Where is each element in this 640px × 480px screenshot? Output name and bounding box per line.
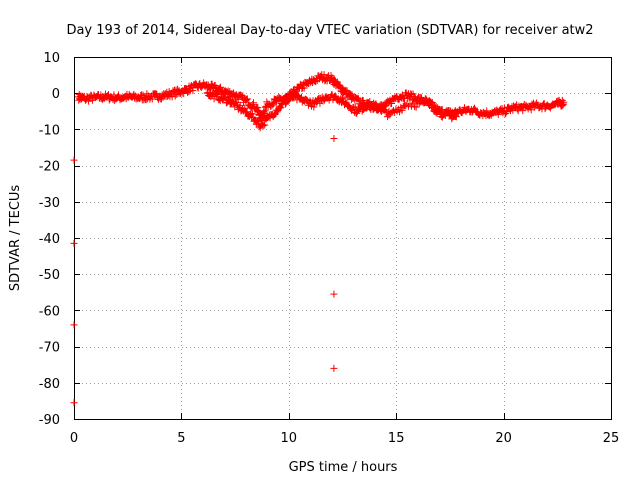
x-tick-label: 10 — [281, 431, 298, 446]
grid-lines — [74, 57, 611, 419]
data-point — [398, 106, 406, 114]
outlier-point — [70, 156, 78, 164]
data-point — [560, 98, 568, 106]
data-point — [217, 83, 225, 91]
data-point — [213, 90, 221, 98]
data-point — [276, 104, 284, 112]
y-tick-label: -60 — [39, 304, 60, 319]
x-axis-label: GPS time / hours — [289, 460, 398, 475]
data-point — [266, 114, 274, 122]
data-point — [296, 80, 304, 88]
data-points — [70, 71, 568, 407]
data-point — [502, 109, 510, 117]
y-tick-label: -10 — [39, 123, 60, 138]
data-point — [258, 120, 266, 128]
data-point — [350, 104, 358, 112]
data-point — [232, 98, 240, 106]
data-point — [269, 101, 277, 109]
data-point — [320, 71, 328, 79]
data-point — [85, 97, 93, 105]
data-point — [331, 92, 339, 100]
y-tick-label: -40 — [39, 232, 60, 247]
x-tick-label: 15 — [388, 431, 405, 446]
data-point — [359, 97, 367, 105]
data-point — [312, 78, 320, 86]
y-tick-label: -80 — [39, 377, 60, 392]
data-point — [302, 96, 310, 104]
data-point — [220, 93, 228, 101]
x-tick-label: 25 — [603, 431, 620, 446]
data-point — [411, 103, 419, 111]
data-point — [242, 96, 250, 104]
data-point — [435, 107, 443, 115]
data-point — [184, 88, 192, 96]
data-point — [300, 84, 308, 92]
y-tick-label: -70 — [39, 341, 60, 356]
y-axis-label: SDTVAR / TECUs — [8, 185, 23, 292]
data-point — [189, 87, 197, 95]
data-point — [388, 100, 396, 108]
data-point — [324, 73, 332, 81]
x-tick-label: 20 — [495, 431, 512, 446]
data-point — [168, 93, 176, 101]
outlier-point — [330, 134, 338, 142]
data-point — [494, 111, 502, 119]
y-tick-label: 10 — [43, 51, 60, 66]
data-point — [249, 100, 257, 108]
data-point — [241, 104, 249, 112]
data-point — [428, 103, 436, 111]
data-point — [291, 90, 299, 98]
y-tick-label: -50 — [39, 268, 60, 283]
data-point — [171, 92, 179, 100]
x-tick-label: 0 — [70, 431, 78, 446]
data-point — [273, 97, 281, 105]
data-point — [254, 117, 262, 125]
data-point — [338, 94, 346, 102]
data-point — [273, 108, 281, 116]
data-point — [522, 101, 530, 109]
data-point — [412, 103, 420, 111]
data-point — [243, 95, 251, 103]
y-tick-label: -20 — [39, 160, 60, 175]
data-point — [180, 90, 188, 98]
outlier-point — [70, 321, 78, 329]
data-point — [355, 95, 363, 103]
data-point — [470, 104, 478, 112]
outlier-point — [70, 399, 78, 407]
data-point — [157, 95, 165, 103]
data-point — [314, 96, 322, 104]
axis-ticks: -90 -80 -70 -60 -50 -40 -30 -20 -10 0 10 0 5 10 15 20 25 — [39, 51, 620, 446]
chart-title: Day 193 of 2014, Sidereal Day-to-day VTE… — [66, 23, 593, 38]
data-point — [142, 96, 150, 104]
data-point — [270, 111, 278, 119]
data-point — [310, 103, 318, 111]
data-point — [243, 95, 251, 103]
data-point — [358, 107, 366, 115]
data-point — [371, 101, 379, 109]
data-point — [452, 113, 460, 121]
data-point — [427, 99, 435, 107]
data-point — [250, 99, 258, 107]
data-point — [277, 103, 285, 111]
y-tick-label: -90 — [39, 413, 60, 428]
data-point — [259, 122, 267, 130]
outlier-point — [330, 364, 338, 372]
data-point — [261, 121, 269, 129]
data-point — [148, 95, 156, 103]
data-point — [248, 110, 256, 118]
data-point — [210, 95, 218, 103]
y-tick-label: 0 — [52, 87, 60, 102]
outlier-point — [70, 239, 78, 247]
y-tick-label: -30 — [39, 196, 60, 211]
data-point — [243, 108, 251, 116]
x-tick-label: 5 — [177, 431, 185, 446]
data-point — [483, 107, 491, 115]
data-point — [152, 90, 160, 98]
data-point — [363, 104, 371, 112]
data-point — [247, 109, 255, 117]
outlier-point — [330, 290, 338, 298]
